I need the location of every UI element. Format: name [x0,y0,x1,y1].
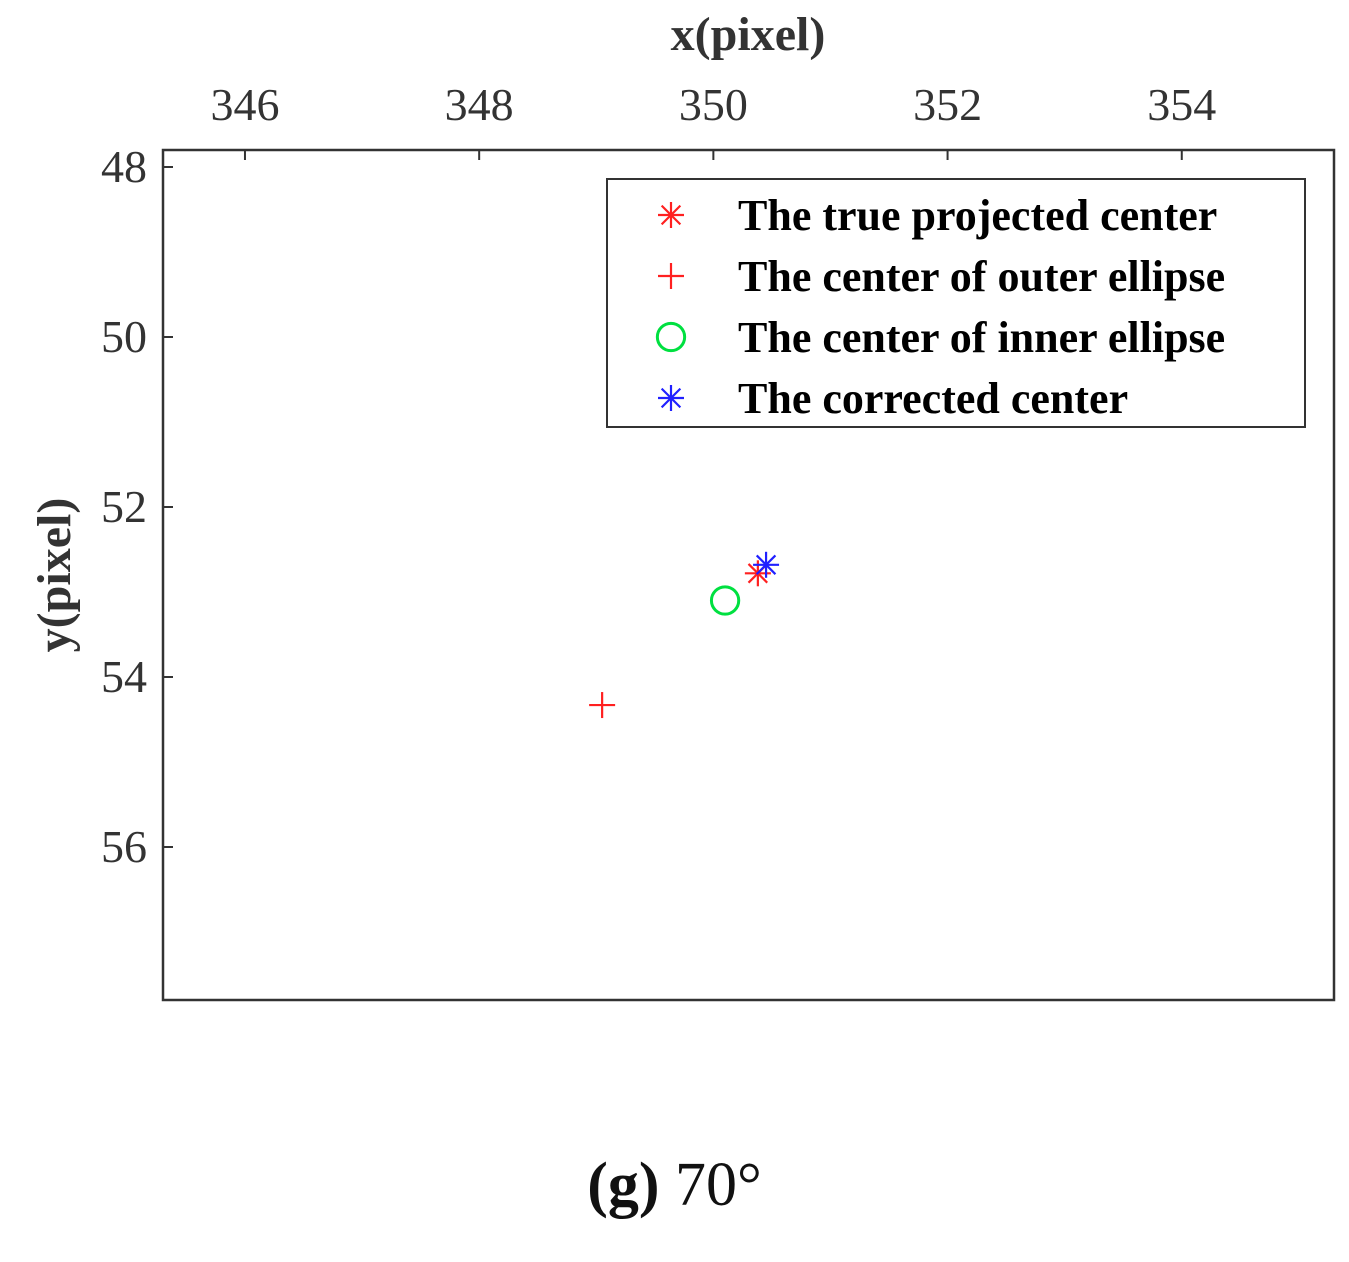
y-tick-label: 52 [101,481,147,532]
legend-marker-asterisk [658,385,684,411]
y-tick-label: 50 [101,311,147,362]
legend-box [606,178,1306,428]
axis-ticks [163,150,1183,848]
x-axis-title: x(pixel) [671,8,826,61]
legend-label: The center of inner ellipse [738,313,1225,362]
legend-label: The corrected center [738,374,1128,423]
legend-marker-asterisk [658,202,684,228]
x-tick-label: 354 [1147,79,1216,130]
x-tick-label: 346 [210,79,279,130]
legend: The true projected center The center of o… [606,178,1306,428]
legend-marker-plus [658,263,684,289]
data-points [589,551,780,719]
tick-labels: 346 348 350 352 354 48 50 52 54 56 [101,79,1216,872]
figure-caption: (g) 70° [0,1150,1349,1221]
x-tick-label: 350 [679,79,748,130]
x-tick-label: 348 [445,79,514,130]
legend-label: The center of outer ellipse [738,252,1225,301]
y-tick-label: 54 [101,651,147,702]
y-tick-label: 48 [101,141,147,192]
caption-letter: (g) [587,1151,660,1219]
y-tick-label: 56 [101,821,147,872]
point-asterisk [753,551,780,578]
caption-text: 70° [659,1151,762,1219]
legend-marker-circle [655,321,687,353]
x-tick-label: 352 [913,79,982,130]
y-axis-title: y(pixel) [28,498,81,653]
point-plus [589,692,616,719]
legend-label: The true projected center [738,191,1217,240]
point-circle [709,585,741,616]
